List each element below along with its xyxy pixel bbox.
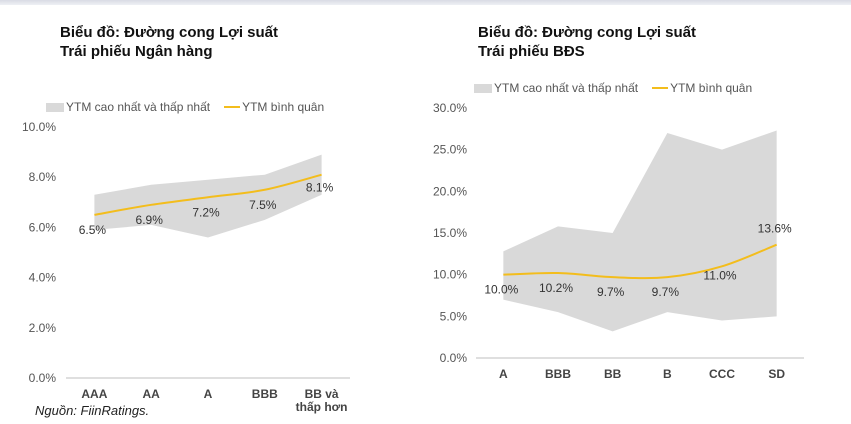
chart2-xtick-label: BB	[604, 367, 622, 381]
chart2-avg-line	[503, 243, 778, 280]
chart1-xtick-label: AA	[143, 387, 161, 401]
chart1-legend-avg-swatch	[224, 106, 241, 108]
chart2-xtick-label: B	[663, 367, 672, 381]
chart1-xtick-label: A	[204, 387, 213, 401]
chart1-data-label: 8.1%	[306, 181, 334, 195]
chart2-xtick-label: A	[499, 367, 508, 381]
chart1-legend: YTM cao nhất và thấp nhất YTM bình quân	[46, 100, 324, 114]
chart1-xtick-label: AAA	[81, 387, 107, 401]
chart2-data-label: 9.7%	[652, 285, 680, 299]
chart2-title-line2: Trái phiếu BĐS	[478, 43, 585, 60]
chart1-data-label: 7.2%	[192, 205, 220, 219]
chart2-ytick-label: 15.0%	[433, 226, 467, 240]
chart2-legend-range-swatch	[474, 83, 492, 93]
chart1-data-label: 6.5%	[79, 223, 107, 237]
chart2-data-label: 10.0%	[484, 283, 518, 297]
chart2-ytick-label: 5.0%	[440, 309, 468, 323]
chart1-legend-avg-label: YTM bình quân	[242, 100, 325, 114]
chart2-data-label: 11.0%	[703, 268, 736, 282]
chart2-data-label: 13.6%	[758, 222, 792, 236]
chart1-avg-line	[94, 173, 322, 216]
chart1-data-label: 7.5%	[249, 198, 277, 212]
chart2-ytick-label: 30.0%	[433, 101, 467, 115]
chart2-title-line1: Biểu đồ: Đường cong Lợi suất	[478, 24, 697, 41]
chart1-xtick-label: thấp hơn	[296, 400, 348, 414]
chart1-data-label: 6.9%	[136, 213, 164, 227]
chart2-xtick-label: SD	[768, 367, 785, 381]
chart1-range-band	[94, 154, 322, 238]
chart1-title: Biểu đồ: Đường cong Lợi suất Trái phiếu …	[60, 23, 278, 61]
chart2-xtick-label: BBB	[545, 367, 571, 381]
chart2-legend: YTM cao nhất và thấp nhất YTM bình quân	[474, 81, 752, 95]
chart1-ytick-label: 0.0%	[29, 371, 57, 385]
chart2-xtick-label: CCC	[709, 367, 735, 381]
chart1-ytick-label: 10.0%	[22, 120, 56, 134]
source-note: Nguồn: FiinRatings.	[35, 403, 150, 418]
chart1-title-line1: Biểu đồ: Đường cong Lợi suất	[60, 24, 279, 41]
chart2-legend-avg-swatch	[652, 87, 669, 89]
chart2-ytick-label: 20.0%	[433, 184, 467, 198]
chart1-title-line2: Trái phiếu Ngân hàng	[60, 43, 213, 60]
chart1-legend-range-swatch	[46, 102, 64, 112]
chart1-ytick-label: 4.0%	[29, 271, 57, 285]
chart1-xtick-label: BB và	[305, 387, 339, 401]
chart1-ytick-label: 6.0%	[29, 220, 57, 234]
chart2-ytick-label: 10.0%	[433, 268, 467, 282]
chart2-title: Biểu đồ: Đường cong Lợi suất Trái phiếu …	[478, 23, 696, 61]
chart2-data-label: 10.2%	[539, 281, 573, 295]
chart2-ytick-label: 25.0%	[433, 143, 467, 157]
top-bar	[0, 0, 851, 5]
chart2-data-label: 9.7%	[597, 285, 625, 299]
chart2-legend-range-label: YTM cao nhất và thấp nhất	[494, 81, 639, 95]
chart1-legend-range-label: YTM cao nhất và thấp nhất	[66, 100, 211, 114]
chart2-ytick-label: 0.0%	[440, 351, 468, 365]
chart1-ytick-label: 2.0%	[29, 321, 57, 335]
chart2-range-band	[503, 130, 777, 332]
chart1-ytick-label: 8.0%	[29, 170, 57, 184]
chart2-legend-avg-label: YTM bình quân	[670, 81, 753, 95]
chart1-xtick-label: BBB	[252, 387, 278, 401]
